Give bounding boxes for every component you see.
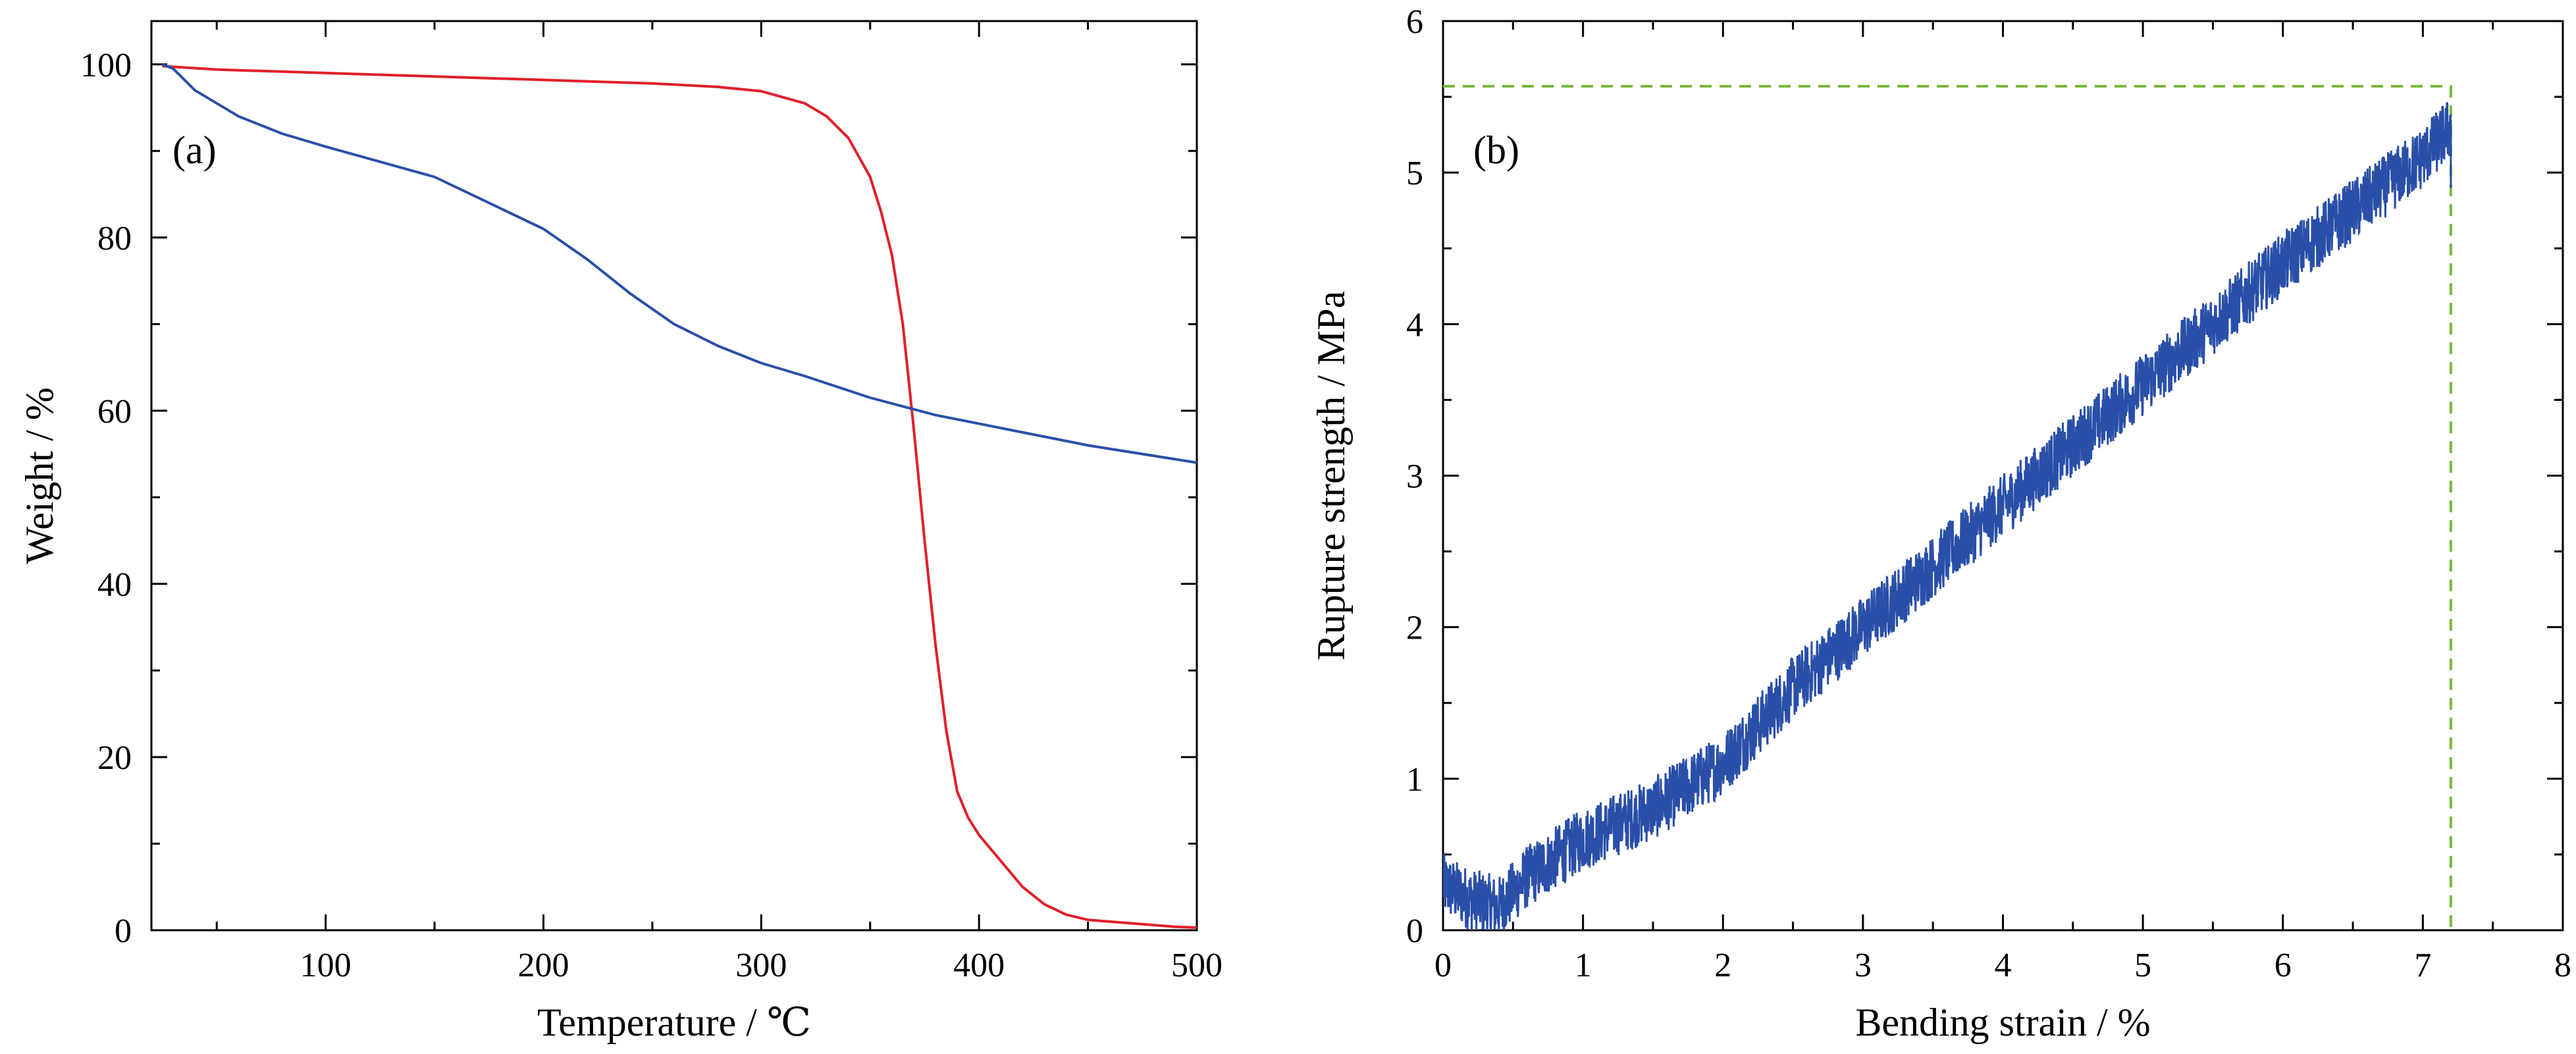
x-tick-label: 8 [2554, 947, 2571, 984]
y-tick-label: 40 [97, 566, 132, 604]
x-tick-label: 7 [2414, 947, 2431, 984]
y-tick-label: 20 [97, 739, 132, 777]
y-axis-title: Weight / % [18, 387, 61, 564]
x-tick-label: 3 [1854, 947, 1872, 984]
panel-b-strength-chart: 0 1 2 3 4 5 6 7 8 0 1 2 3 4 5 6 Bending strain / % Ruptur… [1309, 3, 2571, 1044]
series-line-1 [161, 63, 1197, 464]
y-tick-label: 5 [1406, 155, 1423, 192]
y-axis-title: Rupture strength / MPa [1309, 291, 1353, 661]
y-tick-label: 4 [1406, 306, 1423, 344]
x-tick-label: 1 [1575, 947, 1592, 984]
series-line-strength [1443, 102, 2452, 930]
panel-label: (b) [1473, 128, 1519, 172]
y-tick-label: 3 [1406, 458, 1423, 496]
x-tick-label: 2 [1714, 947, 1731, 984]
x-tick-label: 5 [2134, 947, 2151, 984]
x-tick-label: 300 [735, 947, 787, 984]
x-tick-label: 6 [2274, 947, 2292, 984]
y-tick-label: 0 [1406, 912, 1423, 950]
x-tick-label: 100 [300, 947, 352, 984]
x-tick-label: 500 [1171, 947, 1222, 984]
x-axis-title: Bending strain / % [1855, 1001, 2150, 1044]
y-tick-label: 80 [97, 220, 132, 257]
plot-frame [150, 20, 1198, 932]
panel-a-tga-chart: 100 200 300 400 500 0 20 40 60 80 100 Temperature /… [18, 20, 1222, 1044]
x-tick-label: 4 [1995, 947, 2012, 984]
y-tick-label: 60 [97, 393, 132, 431]
x-tick-label: 200 [518, 947, 569, 984]
x-tick-label: 400 [953, 947, 1005, 984]
panel-label: (a) [172, 128, 217, 172]
y-tick-label: 1 [1406, 761, 1423, 799]
max-strength-reference-line [1443, 84, 2452, 930]
series-line-0 [162, 65, 1197, 930]
x-tick-label: 0 [1434, 947, 1452, 984]
y-tick-label: 6 [1406, 3, 1423, 41]
y-tick-label: 0 [115, 912, 132, 950]
y-tick-label: 100 [80, 47, 132, 84]
x-axis-title: Temperature / ℃ [537, 1001, 811, 1044]
y-tick-label: 2 [1406, 610, 1423, 647]
